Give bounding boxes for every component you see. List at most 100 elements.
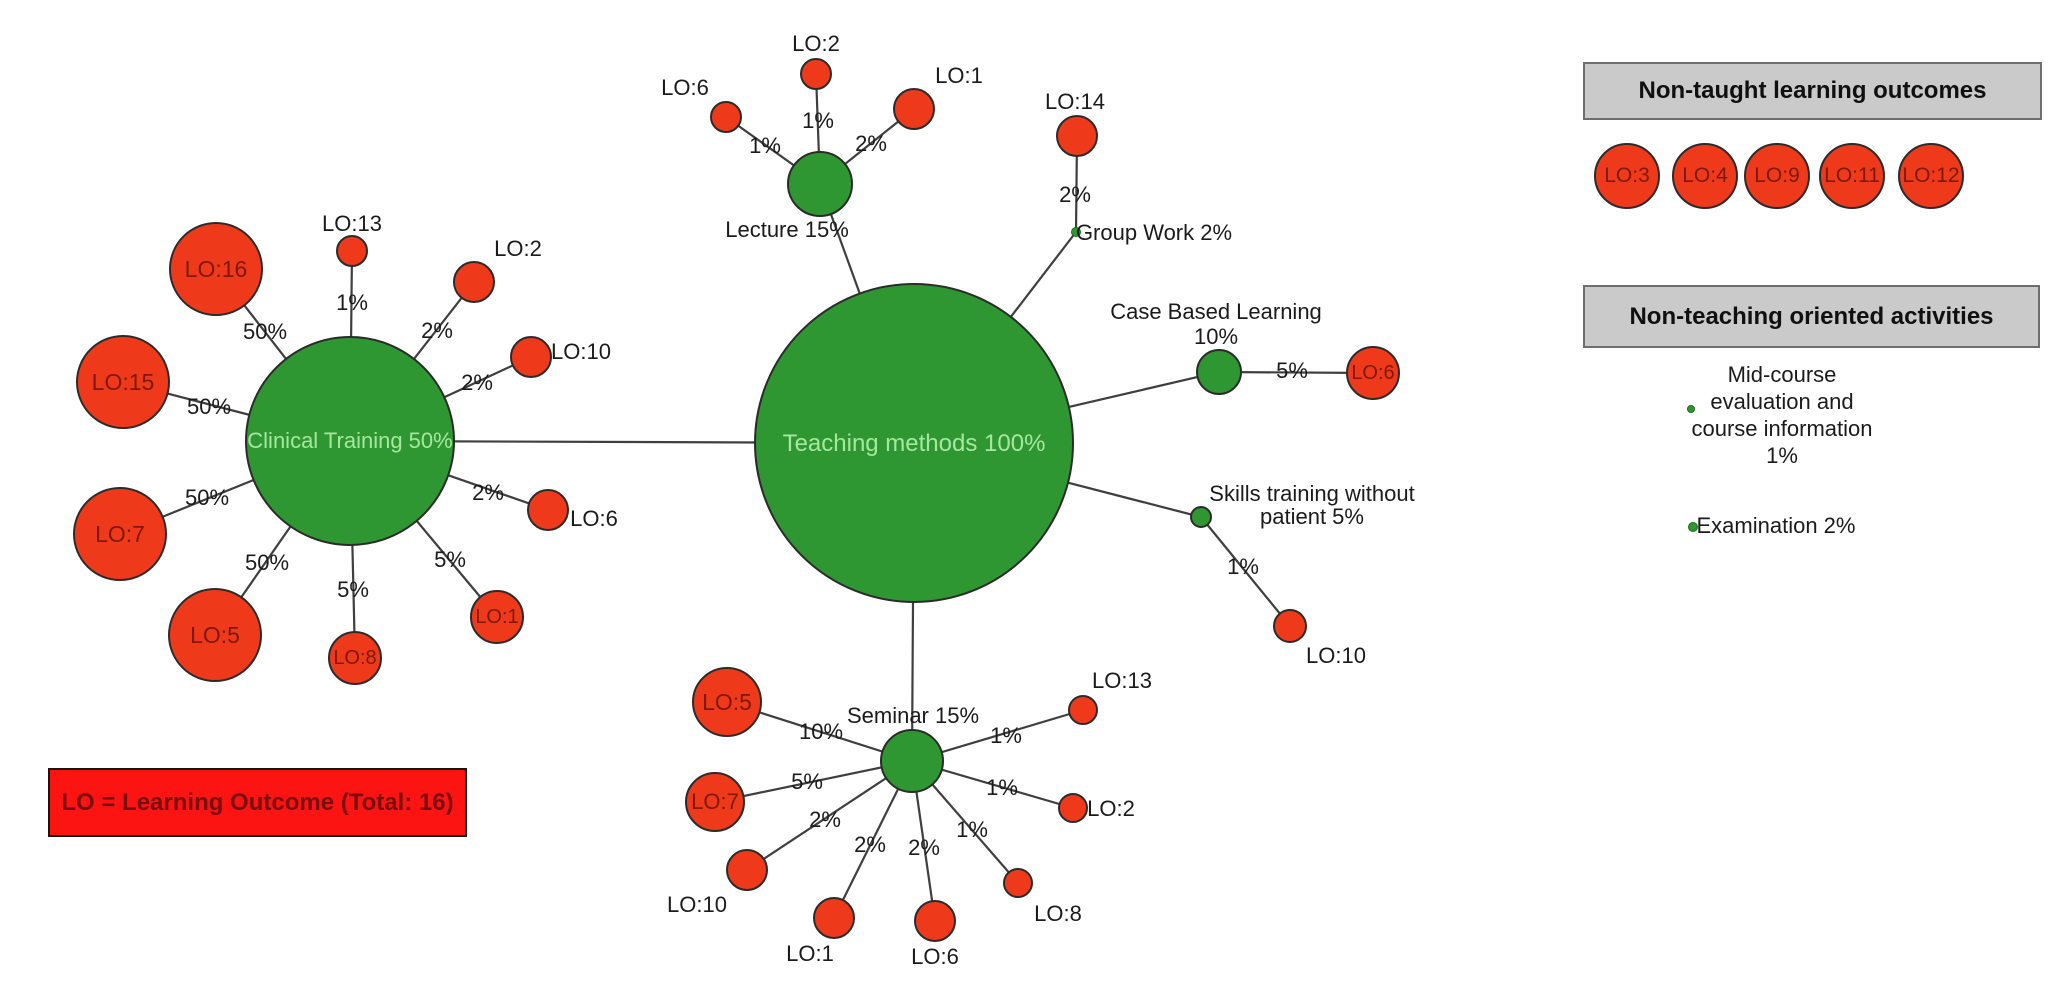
seminar-outcome-label-lo2: LO:2 xyxy=(1087,795,1135,821)
outcome-label-lo5: LO:5 xyxy=(190,621,240,648)
edge-label-groupwork-lo14: 2% xyxy=(1059,181,1091,207)
non-taught-node-lo4: LO:4 xyxy=(1672,143,1738,209)
non-taught-title: Non-taught learning outcomes xyxy=(1638,77,1987,104)
lecture-outcome-label-lo2: LO:2 xyxy=(792,30,840,56)
outcome-label-lo13: LO:13 xyxy=(322,210,382,236)
clinical-outcome-node-lo8: LO:8 xyxy=(328,631,382,685)
mid-course-text: Mid-course evaluation and course informa… xyxy=(1692,361,1873,469)
hub-label-skills-line1: Skills training without xyxy=(1209,480,1415,506)
outcome-label-lo10: LO:10 xyxy=(551,338,611,364)
clinical-outcome-node-lo10 xyxy=(510,336,552,378)
hub-node-group-work xyxy=(1071,227,1081,237)
edge-label-seminar-lo8: 1% xyxy=(956,816,988,842)
non-taught-node-lo12: LO:12 xyxy=(1898,143,1964,209)
seminar-outcome-node-lo7: LO:7 xyxy=(685,772,745,832)
edge-label-seminar-lo1: 2% xyxy=(854,831,886,857)
non-taught-label-lo12: LO:12 xyxy=(1902,164,1960,187)
legend-text: LO = Learning Outcome (Total: 16) xyxy=(61,788,454,816)
hub-node-clinical-training: Clinical Training 50% xyxy=(245,336,455,546)
edge-label-clinical-lo13: 1% xyxy=(336,289,368,315)
hub-label-case-based-line1: Case Based Learning xyxy=(1110,298,1322,324)
clinical-outcome-node-lo6 xyxy=(527,489,569,531)
seminar-outcome-label-lo5: LO:5 xyxy=(702,688,752,715)
mid-course-line4: 1% xyxy=(1766,443,1798,468)
lecture-outcome-label-lo1: LO:1 xyxy=(935,62,983,88)
seminar-outcome-node-lo5: LO:5 xyxy=(692,667,762,737)
edge-label-clinical-lo6: 2% xyxy=(472,479,504,505)
casebased-outcome-node-lo6: LO:6 xyxy=(1346,346,1400,400)
seminar-outcome-label-lo7: LO:7 xyxy=(691,789,739,814)
casebased-outcome-label-lo6: LO:6 xyxy=(1351,361,1395,384)
outcome-label-lo16: LO:16 xyxy=(184,255,248,282)
outcome-label-lo7: LO:7 xyxy=(95,520,145,547)
edge-label-seminar-lo7: 5% xyxy=(791,768,823,794)
seminar-outcome-label-lo8: LO:8 xyxy=(1034,900,1082,926)
seminar-outcome-label-lo10: LO:10 xyxy=(667,891,727,917)
non-taught-label-lo11: LO:11 xyxy=(1824,164,1880,187)
seminar-outcome-node-lo1 xyxy=(813,897,855,939)
edge-label-clinical-lo8: 5% xyxy=(337,576,369,602)
edge-skills-lo10 xyxy=(1200,516,1291,627)
legend-box: LO = Learning Outcome (Total: 16) xyxy=(48,768,467,837)
clinical-outcome-node-lo5: LO:5 xyxy=(168,588,262,682)
seminar-outcome-node-lo13 xyxy=(1068,695,1098,725)
hub-node-lecture xyxy=(787,151,853,217)
edge-label-clinical-lo15: 50% xyxy=(186,393,232,419)
groupwork-outcome-label-lo14: LO:14 xyxy=(1045,88,1105,114)
outcome-label-lo2: LO:2 xyxy=(494,235,542,261)
outcome-label-lo8: LO:8 xyxy=(333,646,377,669)
edge-label-seminar-lo6: 2% xyxy=(908,834,940,860)
outcome-label-lo6: LO:6 xyxy=(570,505,618,531)
hub-label-group-work: Group Work 2% xyxy=(1075,219,1233,245)
non-taught-label-lo9: LO:9 xyxy=(1754,164,1800,187)
lecture-outcome-label-lo6: LO:6 xyxy=(661,74,709,100)
mid-course-line3: course information xyxy=(1691,416,1873,441)
non-taught-label-lo3: LO:3 xyxy=(1604,164,1650,187)
mid-course-line2: evaluation and xyxy=(1710,389,1854,414)
edge-label-lecture-lo1: 2% xyxy=(855,130,887,156)
edge-seminar-lo7 xyxy=(714,759,913,804)
lecture-outcome-node-lo1 xyxy=(893,88,935,130)
clinical-outcome-node-lo2 xyxy=(453,261,495,303)
seminar-outcome-label-lo13: LO:13 xyxy=(1092,667,1152,693)
hub-node-seminar xyxy=(880,729,944,793)
clinical-outcome-node-lo1: LO:1 xyxy=(470,590,524,644)
non-taught-node-lo11: LO:11 xyxy=(1819,143,1885,209)
hub-node-teaching-methods: Teaching methods 100% xyxy=(754,283,1074,603)
teaching-methods-line1: Teaching methods xyxy=(782,429,978,457)
hub-label-clinical-training: Clinical Training 50% xyxy=(247,428,453,453)
edge-label-seminar-lo10: 2% xyxy=(809,806,841,832)
hub-label-skills-line2: patient 5% xyxy=(1260,503,1364,529)
examination-dot xyxy=(1688,522,1698,532)
edge-label-seminar-lo2: 1% xyxy=(986,774,1018,800)
non-teaching-title: Non-teaching oriented activities xyxy=(1629,302,1994,330)
seminar-outcome-node-lo10 xyxy=(726,849,768,891)
edge-label-lecture-lo6: 1% xyxy=(749,132,781,158)
mid-course-dot xyxy=(1687,405,1695,413)
seminar-outcome-label-lo1: LO:1 xyxy=(786,940,834,966)
non-taught-node-lo3: LO:3 xyxy=(1594,143,1660,209)
groupwork-outcome-node-lo14 xyxy=(1056,115,1098,157)
non-teaching-header-box: Non-teaching oriented activities xyxy=(1583,285,2040,348)
outcome-label-lo1: LO:1 xyxy=(475,605,519,628)
outcome-label-lo15: LO:15 xyxy=(91,368,155,395)
seminar-outcome-label-lo6: LO:6 xyxy=(911,943,959,969)
hub-node-case-based-learning xyxy=(1196,349,1242,395)
edge-label-seminar-lo5: 10% xyxy=(798,718,844,744)
edge-label-skills-lo10: 1% xyxy=(1227,553,1259,579)
edge-label-clinical-lo5: 50% xyxy=(244,549,290,575)
clinical-outcome-node-lo13 xyxy=(336,235,368,267)
clinical-outcome-node-lo15: LO:15 xyxy=(76,335,170,429)
edge-label-clinical-lo16: 50% xyxy=(242,318,288,344)
edge-label-casebased-lo6: 5% xyxy=(1276,357,1308,383)
hub-label-case-based-line2: 10% xyxy=(1193,323,1239,349)
non-taught-header-box: Non-taught learning outcomes xyxy=(1583,62,2042,120)
lecture-outcome-node-lo2 xyxy=(800,58,832,90)
edge-label-seminar-lo13: 1% xyxy=(990,722,1022,748)
hub-node-skills-training xyxy=(1190,506,1212,528)
edge-label-clinical-lo10: 2% xyxy=(461,369,493,395)
edge-label-clinical-lo1: 5% xyxy=(434,546,466,572)
teaching-methods-line2: 100% xyxy=(984,429,1046,457)
seminar-outcome-node-lo2 xyxy=(1058,793,1088,823)
